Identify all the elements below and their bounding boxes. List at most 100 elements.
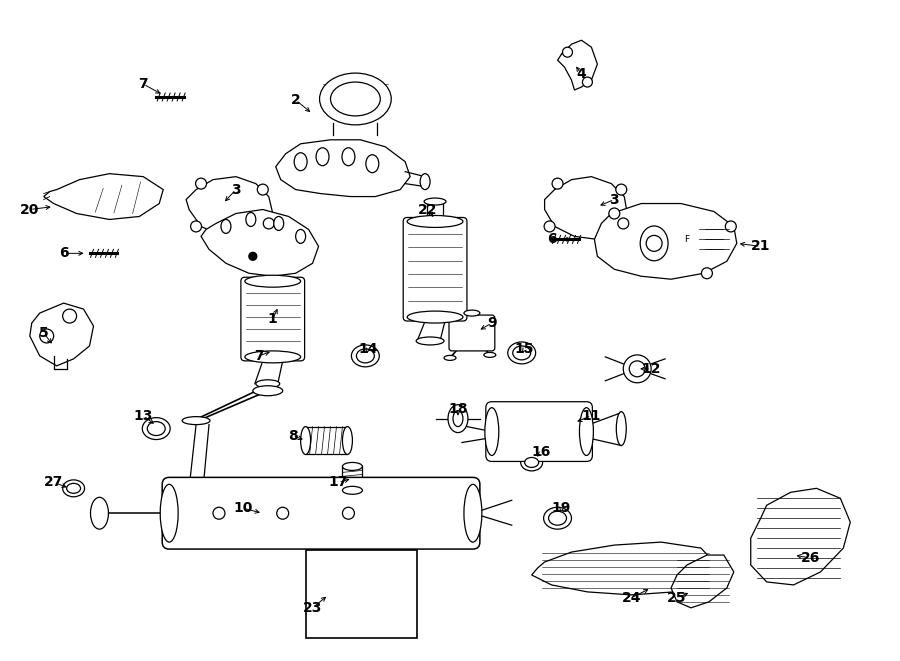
Circle shape (617, 218, 629, 229)
Ellipse shape (142, 418, 170, 440)
Ellipse shape (580, 408, 593, 455)
Text: 17: 17 (328, 475, 348, 489)
Text: 24: 24 (622, 591, 641, 605)
Text: 6: 6 (58, 247, 68, 260)
Circle shape (582, 77, 592, 87)
Ellipse shape (246, 212, 256, 227)
FancyBboxPatch shape (449, 315, 495, 351)
Text: 11: 11 (581, 408, 601, 422)
Polygon shape (751, 488, 850, 585)
Circle shape (616, 184, 626, 195)
Ellipse shape (366, 155, 379, 173)
Circle shape (544, 221, 555, 232)
Ellipse shape (525, 457, 538, 467)
Text: 21: 21 (751, 239, 770, 253)
Ellipse shape (343, 463, 363, 471)
Ellipse shape (424, 198, 446, 205)
Ellipse shape (549, 511, 566, 525)
Ellipse shape (343, 486, 363, 494)
FancyBboxPatch shape (306, 550, 417, 638)
Text: 4: 4 (577, 67, 586, 81)
Polygon shape (30, 303, 94, 366)
Ellipse shape (316, 148, 329, 166)
Text: 12: 12 (642, 362, 661, 376)
Text: 9: 9 (487, 316, 497, 330)
FancyBboxPatch shape (241, 277, 304, 361)
Ellipse shape (616, 412, 626, 446)
Circle shape (725, 221, 736, 232)
Text: 7: 7 (254, 349, 264, 363)
Text: 10: 10 (233, 501, 253, 516)
FancyBboxPatch shape (486, 402, 592, 461)
FancyBboxPatch shape (162, 477, 480, 549)
Polygon shape (544, 176, 627, 239)
Polygon shape (275, 140, 410, 196)
Text: 19: 19 (552, 501, 572, 516)
Text: 25: 25 (667, 591, 687, 605)
Circle shape (191, 221, 202, 232)
Ellipse shape (330, 82, 381, 116)
Text: 23: 23 (303, 601, 322, 615)
Circle shape (213, 507, 225, 519)
Circle shape (629, 361, 645, 377)
Ellipse shape (453, 410, 463, 426)
Text: 8: 8 (288, 428, 298, 443)
Ellipse shape (301, 426, 310, 455)
Ellipse shape (407, 215, 463, 227)
Polygon shape (594, 204, 737, 279)
Text: F: F (684, 235, 689, 244)
Text: 7: 7 (139, 77, 148, 91)
Ellipse shape (448, 405, 468, 432)
Ellipse shape (63, 480, 85, 497)
Text: 3: 3 (231, 182, 240, 196)
Ellipse shape (320, 73, 392, 125)
Ellipse shape (253, 386, 283, 396)
Ellipse shape (420, 174, 430, 190)
Ellipse shape (343, 426, 353, 455)
Text: 26: 26 (801, 551, 820, 565)
Text: 14: 14 (358, 342, 378, 356)
Text: 13: 13 (133, 408, 153, 422)
Circle shape (63, 309, 76, 323)
Ellipse shape (294, 153, 307, 171)
Ellipse shape (464, 310, 480, 316)
Circle shape (264, 218, 274, 229)
Text: 22: 22 (418, 202, 437, 217)
Ellipse shape (416, 337, 444, 345)
Ellipse shape (342, 148, 355, 166)
Polygon shape (44, 174, 163, 219)
Ellipse shape (356, 349, 374, 363)
Circle shape (608, 208, 620, 219)
FancyBboxPatch shape (403, 217, 467, 321)
Text: 2: 2 (291, 93, 301, 107)
Ellipse shape (274, 217, 284, 231)
Ellipse shape (91, 497, 108, 529)
Ellipse shape (407, 311, 463, 323)
Text: 5: 5 (39, 326, 49, 340)
Text: 20: 20 (20, 202, 40, 217)
Circle shape (624, 355, 652, 383)
Circle shape (195, 178, 206, 189)
Ellipse shape (464, 485, 482, 542)
Text: 15: 15 (515, 342, 535, 356)
Circle shape (276, 507, 289, 519)
Text: 27: 27 (44, 475, 63, 489)
Ellipse shape (296, 229, 306, 243)
Ellipse shape (444, 356, 456, 360)
Text: 16: 16 (532, 446, 552, 459)
Ellipse shape (182, 416, 210, 424)
Ellipse shape (160, 485, 178, 542)
Circle shape (40, 329, 54, 343)
Ellipse shape (640, 226, 668, 261)
Circle shape (552, 178, 563, 189)
Circle shape (562, 47, 572, 57)
Circle shape (646, 235, 662, 251)
Ellipse shape (245, 275, 301, 287)
Circle shape (343, 507, 355, 519)
Ellipse shape (148, 422, 166, 436)
Ellipse shape (484, 352, 496, 358)
Circle shape (701, 268, 713, 279)
Ellipse shape (544, 507, 572, 529)
Polygon shape (671, 555, 733, 608)
Polygon shape (532, 542, 717, 595)
